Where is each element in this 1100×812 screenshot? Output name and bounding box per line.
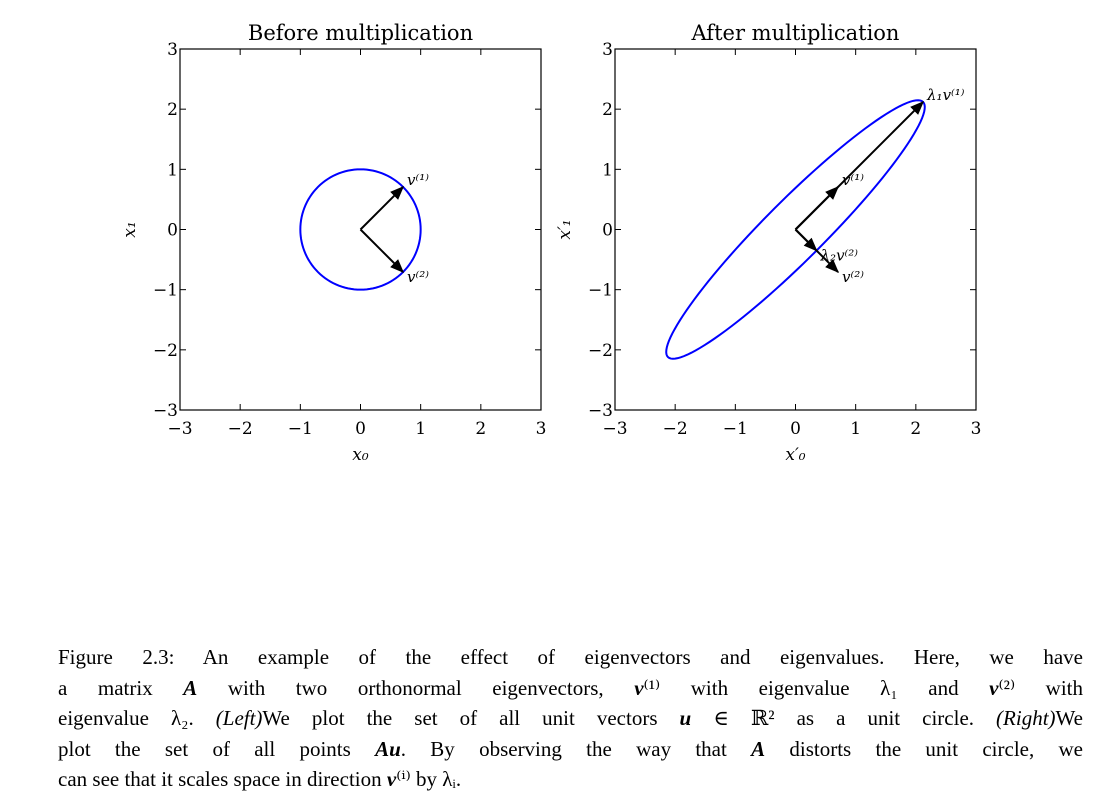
caption-text: . By observing the way that bbox=[400, 736, 752, 761]
caption-text: u bbox=[679, 706, 692, 730]
caption-text: eigenvalue λ₂. bbox=[58, 706, 216, 730]
vector-label: λ₂v⁽²⁾ bbox=[820, 247, 859, 265]
x-tick-label: 3 bbox=[536, 419, 547, 439]
caption-text: We bbox=[1055, 706, 1083, 730]
caption-text: v bbox=[989, 675, 999, 700]
caption-text: A bbox=[183, 675, 198, 700]
y-tick-label: 2 bbox=[602, 100, 613, 120]
caption-text: Figure 2.3: An example of the effect of … bbox=[58, 645, 1083, 669]
caption-text: ⁽²⁾ with bbox=[998, 675, 1084, 700]
x-tick-label: 0 bbox=[355, 419, 366, 439]
vector-arrow bbox=[794, 185, 840, 231]
y-tick-label: −1 bbox=[153, 281, 178, 301]
caption-text: ∈ ℝ² as a unit circle. bbox=[691, 706, 997, 730]
x-tick-label: −3 bbox=[167, 419, 192, 439]
x-tick-label: 1 bbox=[850, 419, 861, 439]
y-tick-label: 2 bbox=[167, 100, 178, 120]
y-axis-label: x₁ bbox=[120, 221, 140, 237]
caption-text: A bbox=[751, 736, 766, 761]
x-axis-label: x₀ bbox=[352, 445, 369, 465]
x-tick-label: 0 bbox=[790, 419, 801, 439]
y-tick-label: −3 bbox=[588, 401, 613, 421]
figure: Before multiplication −3 −2 −1 0 1 2 3 −3 −2 −1 0 1 2… bbox=[120, 21, 982, 465]
y-tick-label: 1 bbox=[602, 160, 613, 180]
y-axis-label: x′₁ bbox=[555, 219, 575, 239]
caption-line: plot the set of all points Au. By observ… bbox=[58, 734, 1083, 765]
x-axis-label: x′₀ bbox=[785, 445, 805, 465]
caption-text: Au bbox=[375, 736, 401, 761]
x-tick-label: 3 bbox=[971, 419, 982, 439]
vector-arrow bbox=[359, 228, 405, 274]
caption-text: plot the set of all points bbox=[58, 736, 376, 761]
caption-text: ⁽ⁱ⁾ by λᵢ. bbox=[396, 767, 462, 791]
x-tick-label: −2 bbox=[663, 419, 688, 439]
y-tick-label: −2 bbox=[588, 341, 613, 361]
caption-text: v bbox=[386, 767, 397, 791]
x-tick-label: −3 bbox=[602, 419, 627, 439]
vector-label: v⁽¹⁾ bbox=[407, 171, 429, 189]
vector-label: v⁽²⁾ bbox=[407, 268, 429, 286]
caption-line: eigenvalue λ₂. (Left)We plot the set of … bbox=[58, 703, 1083, 734]
vector-arrow bbox=[359, 185, 405, 231]
caption-text: with two orthonormal eigenvectors, bbox=[197, 675, 635, 700]
y-tick-label: −1 bbox=[588, 281, 613, 301]
y-tick-label: 3 bbox=[167, 40, 178, 60]
caption-line: Figure 2.3: An example of the effect of … bbox=[58, 642, 1083, 673]
y-tick-label: 0 bbox=[602, 221, 613, 241]
x-tick-label: −1 bbox=[288, 419, 313, 439]
caption-text: We plot the set of all unit vectors bbox=[262, 706, 680, 730]
caption-text: v bbox=[634, 675, 644, 700]
y-tick-label: −2 bbox=[153, 341, 178, 361]
vector-label: λ₁v⁽¹⁾ bbox=[926, 86, 965, 104]
caption-text: (Left) bbox=[215, 706, 263, 730]
chart-title: After multiplication bbox=[691, 21, 900, 45]
x-tick-label: −1 bbox=[723, 419, 748, 439]
x-tick-label: 2 bbox=[475, 419, 486, 439]
y-tick-label: −3 bbox=[153, 401, 178, 421]
vector-label: v⁽²⁾ bbox=[842, 268, 864, 286]
caption: Figure 2.3: An example of the effect of … bbox=[58, 642, 1083, 795]
caption-line: can see that it scales space in directio… bbox=[58, 764, 1083, 795]
caption-text: ⁽¹⁾ with eigenvalue λ₁ and bbox=[643, 675, 990, 700]
y-tick-label: 1 bbox=[167, 160, 178, 180]
caption-text: (Right) bbox=[996, 706, 1056, 730]
caption-text: distorts the unit circle, we bbox=[765, 736, 1083, 761]
caption-line: a matrix A with two orthonormal eigenvec… bbox=[58, 673, 1083, 704]
y-tick-label: 3 bbox=[602, 40, 613, 60]
curve bbox=[665, 99, 926, 360]
x-tick-label: −2 bbox=[228, 419, 253, 439]
caption-text: can see that it scales space in directio… bbox=[58, 767, 387, 791]
caption-text: a matrix bbox=[58, 675, 184, 700]
curve bbox=[299, 168, 422, 291]
x-tick-label: 1 bbox=[415, 419, 426, 439]
vector-arrow bbox=[794, 228, 840, 274]
vector-label: v⁽¹⁾ bbox=[842, 171, 864, 189]
chart-title: Before multiplication bbox=[248, 21, 473, 45]
y-tick-label: 0 bbox=[167, 221, 178, 241]
x-tick-label: 2 bbox=[910, 419, 921, 439]
